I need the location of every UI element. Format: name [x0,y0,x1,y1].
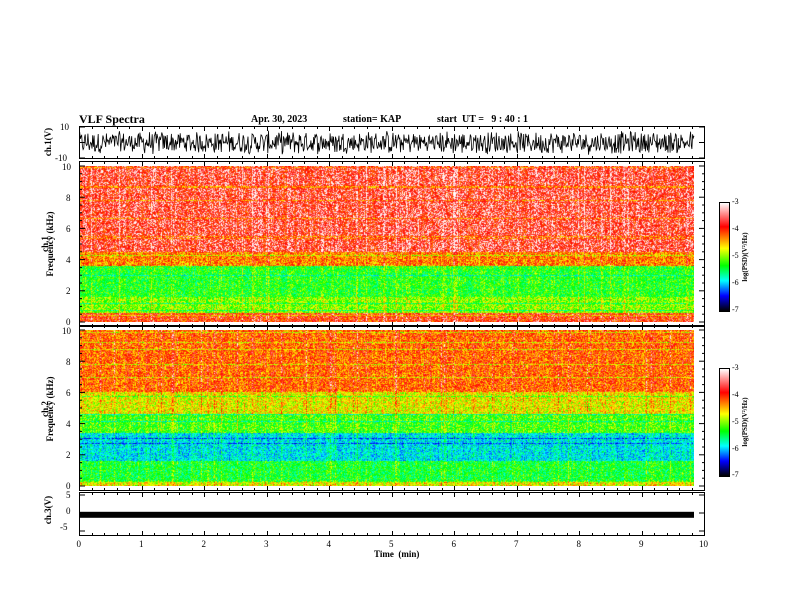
ch3-ytick-0: 0 [66,506,71,516]
ch1-spectrogram-frame [79,161,705,327]
ch1-ytick-10: 10 [62,162,71,172]
ch1-ytick-2: 2 [66,286,71,296]
ch1-colorbar-tick--7: -7 [732,305,739,314]
ch2-ytick-0: 0 [66,481,71,491]
ch3-ytick-5: 5 [66,490,71,500]
ch1-spectrogram-image [79,166,694,322]
ch1-colorbar [719,202,730,312]
ch2-colorbar-tick--4: -4 [732,390,739,399]
x-axis-label: Time (min) [374,549,420,559]
ch1-spectrogram-ylabel-frequency: Frequency (kHz) [45,211,55,277]
ch2-ytick-6: 6 [66,388,71,398]
x-tick-label: 2 [201,539,207,549]
ch2-ytick-4: 4 [66,419,71,429]
ch2-spectrogram-panel [79,325,705,491]
ch1-colorbar-label: log(PSD)(V²/Hz) [741,232,749,282]
ch1-colorbar-tick--6: -6 [732,278,739,287]
ch3-waveform-ylabel: ch.3(V) [43,495,53,525]
ch1-ytick-6: 6 [66,224,71,234]
ch2-colorbar-tick--7: -7 [732,470,739,479]
ch1-colorbar-tick--4: -4 [732,224,739,233]
ch2-spectrogram-frame [79,325,705,491]
x-tick-label: 5 [389,539,394,549]
figure-title: VLF Spectra [79,112,145,126]
x-tick-label: 6 [451,539,457,549]
ch1-ytick-8: 8 [66,193,71,203]
ch2-ytick-10: 10 [62,326,71,336]
x-tick-label: 4 [326,539,332,549]
x-tick-label: 3 [264,539,269,549]
ch3-ytick--5: -5 [60,522,68,532]
ch1-waveform-panel [79,126,705,159]
ch2-spectrogram-ticks [79,325,705,491]
ch1-waveform-line [79,130,695,155]
ch2-ytick-8: 8 [66,357,71,367]
start-time-label: start UT = 9 : 40 : 1 [437,114,529,125]
ch1-ytick-4: 4 [66,255,71,265]
ch2-colorbar-tick--3: -3 [732,363,739,372]
ch1-spectrogram-ticks [79,161,705,327]
ch2-colorbar-tick--5: -5 [732,417,739,426]
x-tick-label: 0 [76,539,82,549]
ch2-ytick-2: 2 [66,450,71,460]
x-tick-label: 9 [639,539,644,549]
x-tick-label: 1 [139,539,144,549]
ch2-spectrogram-ylabel-frequency: Frequency (kHz) [45,376,55,442]
ch3-waveform-x-ticks [79,492,705,536]
ch1-waveform-x-ticks [79,126,705,159]
ch1-waveform-ylabel: ch.1(V) [43,127,53,157]
ch2-colorbar [719,368,730,477]
ch2-colorbar-tick--6: -6 [732,444,739,453]
x-tick-label: 7 [514,539,519,549]
date-label: Apr. 30, 2023 [251,114,308,125]
ch3-waveform-line [79,511,694,518]
ch1-colorbar-tick--5: -5 [732,251,739,260]
ch2-spectrogram-image [79,330,694,486]
ch3-waveform-panel [79,492,705,536]
ch2-colorbar-label: log(PSD)(V²/Hz) [741,397,749,447]
ch1-ytick-bottom: -10 [55,153,67,163]
ch1-ytick-0: 0 [66,317,71,327]
x-tick-label: 8 [576,539,582,549]
station-label: station= KAP [343,114,402,125]
ch1-colorbar-tick--3: -3 [732,197,739,206]
ch1-ytick-top: 10 [60,122,69,132]
ch1-spectrogram-panel [79,161,705,327]
x-tick-label: 10 [699,539,708,549]
